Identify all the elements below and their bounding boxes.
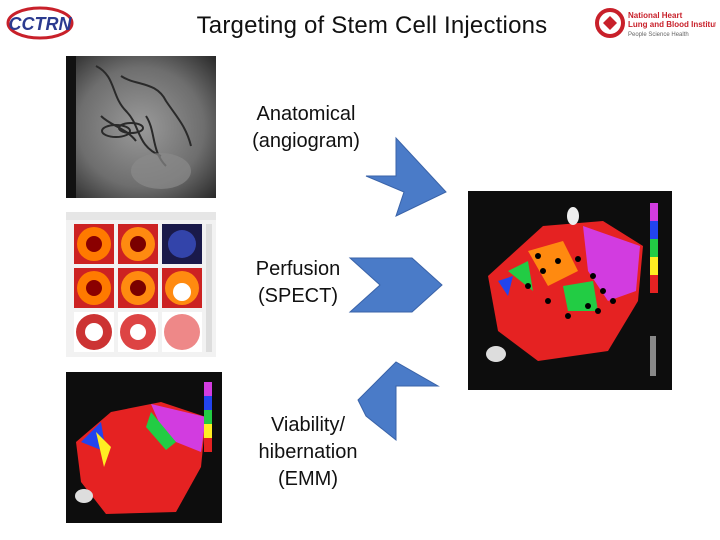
svg-text:Lung and Blood Institute: Lung and Blood Institute (628, 20, 716, 29)
angiogram-image (66, 56, 216, 198)
slide-title: Targeting of Stem Cell Injections (196, 12, 548, 39)
spect-image (66, 212, 216, 357)
viability-label: Viability/ hibernation (EMM) (238, 412, 378, 493)
viability-line1: Viability/ (270, 414, 346, 436)
emm-image (66, 372, 222, 523)
arrow-up-right-icon (357, 361, 440, 442)
perfusion-line1: Perfusion (255, 258, 341, 280)
targeting-result-image (468, 191, 672, 390)
anatomical-line1: Anatomical (256, 103, 356, 125)
anatomical-line2: (angiogram) (252, 130, 360, 152)
viability-line3: (EMM) (278, 468, 338, 490)
viability-line2: hibernation (258, 441, 358, 463)
perfusion-line2: (SPECT) (258, 285, 338, 307)
arrow-down-right-icon (365, 136, 447, 217)
svg-text:People Science Health: People Science Health (628, 32, 689, 38)
nhlbi-logo: National Heart Lung and Blood Institute … (595, 8, 716, 38)
svg-text:CCTRN: CCTRN (9, 14, 73, 34)
cctrn-logo: CCTRN (6, 6, 74, 40)
perfusion-label: Perfusion (SPECT) (238, 256, 358, 310)
anatomical-label: Anatomical (angiogram) (232, 101, 380, 155)
svg-text:National Heart: National Heart (628, 11, 683, 20)
arrow-right-icon (348, 257, 443, 313)
